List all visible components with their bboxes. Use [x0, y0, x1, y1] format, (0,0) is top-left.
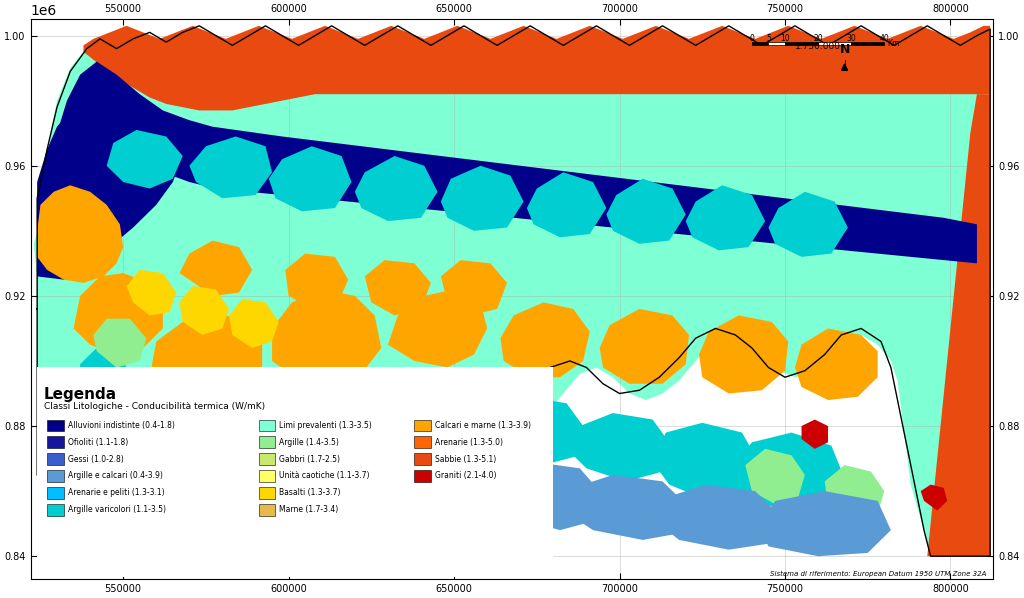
Text: Argille (1.4-3.5): Argille (1.4-3.5) [280, 438, 339, 447]
Text: 10: 10 [780, 34, 790, 43]
Text: Calcari e marne (1.3-3.9): Calcari e marne (1.3-3.9) [435, 421, 530, 430]
Text: Argille e calcari (0.4-3.9): Argille e calcari (0.4-3.9) [68, 471, 163, 480]
Text: 20: 20 [813, 34, 823, 43]
Text: 0: 0 [750, 34, 755, 43]
Text: Legenda: Legenda [44, 387, 117, 402]
Text: Gabbri (1.7-2.5): Gabbri (1.7-2.5) [280, 454, 340, 463]
Text: Graniti (2.1-4.0): Graniti (2.1-4.0) [435, 471, 497, 480]
Text: Sistema di riferimento: European Datum 1950 UTM Zone 32A: Sistema di riferimento: European Datum 1… [770, 570, 987, 576]
Text: Marne (1.7-3.4): Marne (1.7-3.4) [280, 505, 339, 514]
Text: Limi prevalenti (1.3-3.5): Limi prevalenti (1.3-3.5) [280, 421, 372, 430]
Text: Argille varicolori (1.1-3.5): Argille varicolori (1.1-3.5) [68, 505, 166, 514]
Text: 1:750.000: 1:750.000 [795, 42, 841, 51]
Text: Arenarie (1.3-5.0): Arenarie (1.3-5.0) [435, 438, 503, 447]
Text: Ofioliti (1.1-1.8): Ofioliti (1.1-1.8) [68, 438, 128, 447]
Text: Unità caotiche (1.1-3.7): Unità caotiche (1.1-3.7) [280, 471, 370, 480]
Text: Alluvioni indistinte (0.4-1.8): Alluvioni indistinte (0.4-1.8) [68, 421, 174, 430]
Text: 5: 5 [766, 34, 771, 43]
Text: Gessi (1.0-2.8): Gessi (1.0-2.8) [68, 454, 123, 463]
Text: Classi Litologiche - Conducibilità termica (W/mK): Classi Litologiche - Conducibilità termi… [44, 402, 265, 411]
Text: 30: 30 [846, 34, 856, 43]
Text: Basalti (1.3-3.7): Basalti (1.3-3.7) [280, 489, 341, 498]
Text: Arenarie e peliti (1.3-3.1): Arenarie e peliti (1.3-3.1) [68, 489, 164, 498]
Text: Sabbie (1.3-5.1): Sabbie (1.3-5.1) [435, 454, 497, 463]
Text: Km: Km [887, 39, 899, 48]
Text: N: N [840, 44, 850, 56]
Text: 40: 40 [880, 34, 889, 43]
